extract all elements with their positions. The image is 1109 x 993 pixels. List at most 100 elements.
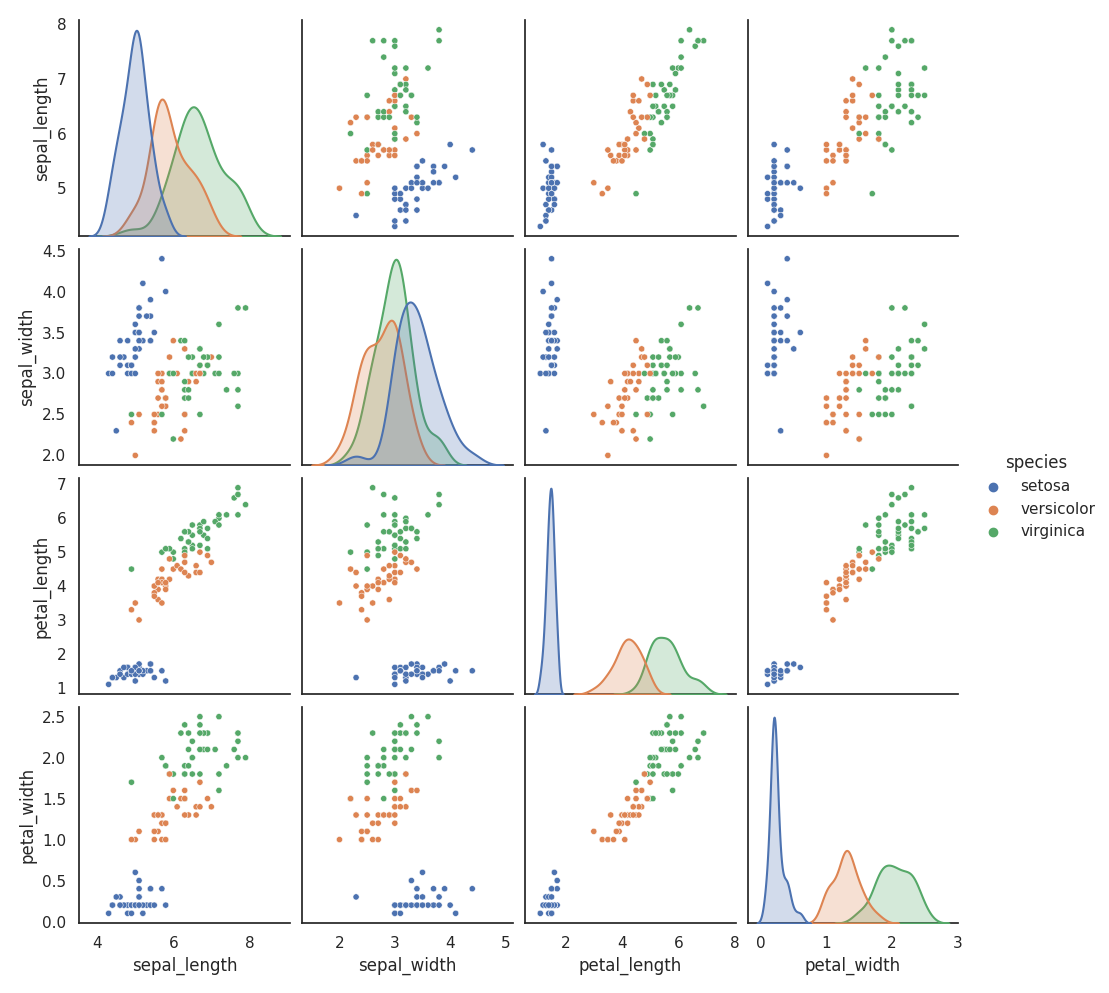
Point [602, 148, 620, 164]
Point [397, 666, 415, 682]
Point [644, 350, 662, 365]
Point [369, 541, 387, 557]
Point [837, 558, 855, 574]
Point [837, 373, 855, 389]
Point [686, 39, 704, 55]
Point [111, 666, 129, 682]
Point [615, 390, 633, 406]
Point [342, 561, 359, 577]
Point [176, 544, 194, 560]
Point [633, 71, 651, 87]
Point [540, 317, 558, 333]
Point [180, 390, 197, 406]
Point [641, 406, 659, 422]
Point [837, 109, 855, 125]
Point [864, 544, 882, 560]
Point [765, 333, 783, 349]
Point [380, 142, 398, 158]
Point [145, 415, 163, 431]
Point [647, 725, 664, 741]
Point [837, 568, 855, 584]
Point [130, 823, 147, 839]
Point [765, 666, 783, 682]
Point [156, 582, 174, 598]
Point [824, 612, 842, 628]
Point [624, 87, 642, 103]
Point [540, 889, 558, 905]
Point [123, 831, 141, 847]
Point [119, 365, 136, 381]
Point [613, 406, 631, 422]
Point [430, 487, 448, 502]
Point [191, 341, 208, 356]
Point [130, 897, 147, 913]
Point [869, 524, 887, 540]
Point [176, 766, 194, 781]
Point [199, 520, 216, 536]
Point [903, 350, 920, 365]
Point [817, 588, 835, 604]
Point [408, 717, 426, 733]
Point [391, 76, 409, 92]
Point [785, 656, 803, 672]
Point [837, 373, 855, 389]
Point [628, 431, 645, 447]
Point [624, 807, 642, 823]
Point [889, 513, 907, 529]
Point [386, 790, 404, 806]
Point [153, 571, 171, 587]
Point [903, 537, 920, 553]
Point [111, 889, 129, 905]
Point [408, 115, 426, 131]
Point [358, 175, 376, 191]
Point [391, 87, 409, 103]
Point [408, 530, 426, 546]
Point [358, 612, 376, 628]
Point [869, 365, 887, 381]
Point [191, 717, 208, 733]
Point [883, 537, 901, 553]
Point [864, 87, 882, 103]
Point [664, 365, 682, 381]
Point [191, 709, 208, 725]
Point [883, 300, 901, 316]
Point [765, 350, 783, 365]
Point [164, 431, 182, 447]
Point [844, 558, 862, 574]
Point [903, 33, 920, 49]
Point [630, 93, 648, 109]
Point [206, 513, 224, 529]
Point [375, 142, 393, 158]
Point [765, 341, 783, 356]
Point [375, 742, 393, 758]
Point [613, 153, 631, 169]
Point [837, 575, 855, 591]
Point [610, 148, 628, 164]
Point [386, 218, 404, 234]
Point [765, 659, 783, 675]
Point [347, 889, 365, 905]
Point [391, 76, 409, 92]
Point [546, 333, 563, 349]
Point [759, 218, 776, 234]
Point [903, 76, 920, 92]
Point [347, 153, 365, 169]
Point [851, 76, 868, 92]
Point [408, 524, 426, 540]
Point [199, 725, 216, 741]
Point [369, 571, 387, 587]
Point [230, 487, 247, 502]
Point [230, 750, 247, 766]
Point [176, 717, 194, 733]
Point [765, 669, 783, 685]
Point [130, 325, 147, 341]
Point [153, 571, 171, 587]
Point [624, 423, 642, 439]
Point [903, 357, 920, 373]
Point [759, 365, 776, 381]
Point [851, 109, 868, 125]
Point [391, 897, 409, 913]
Point [540, 186, 558, 202]
Point [397, 669, 415, 685]
Point [130, 663, 147, 679]
